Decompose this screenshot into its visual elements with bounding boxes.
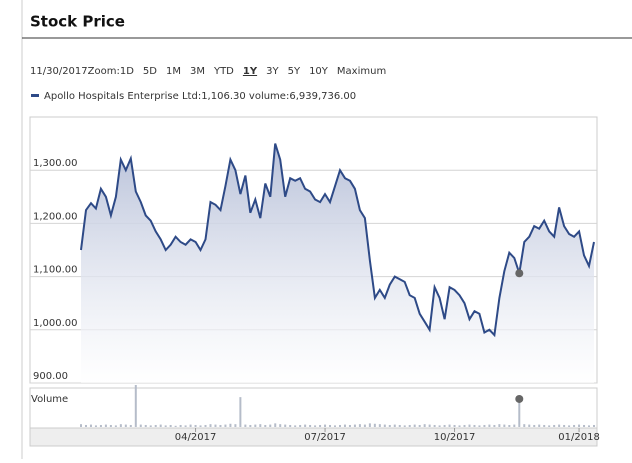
y-tick-label: 1,300.00	[33, 158, 78, 169]
volume-area	[29, 387, 598, 429]
x-axis-bar	[29, 427, 598, 447]
zoom-row: 11/30/2017Zoom:1D 5D 1M 3M YTD 1Y 3Y 5Y 10Y Maxim…	[30, 66, 386, 77]
zoom-option[interactable]: 3M	[190, 66, 205, 77]
legend-price: 1,106.30	[201, 91, 246, 102]
zoom-option[interactable]: YTD	[213, 66, 234, 77]
x-tick-label: 07/2017	[304, 432, 346, 443]
hover-date: 11/30/2017	[30, 66, 88, 77]
price-area	[81, 143, 594, 383]
zoom-label: Zoom:	[88, 66, 120, 77]
y-tick-label: 900.00	[33, 371, 68, 382]
hover-marker	[515, 269, 524, 278]
legend: Apollo Hospitals Enterprise Ltd:1,106.30…	[44, 91, 356, 102]
zoom-option[interactable]: 10Y	[309, 66, 329, 77]
chart-title: Stock Price	[30, 13, 125, 31]
y-tick-label: 1,100.00	[33, 265, 78, 276]
price-line	[80, 143, 595, 338]
zoom-option[interactable]: 1Y	[243, 66, 258, 77]
legend-volume-label: volume:	[249, 91, 289, 102]
zoom-option[interactable]: 5Y	[288, 66, 301, 77]
y-tick-label: 1,200.00	[33, 211, 78, 222]
legend-volume: 6,939,736.00	[289, 91, 356, 102]
volume-title: Volume	[31, 394, 68, 405]
zoom-option[interactable]: 3Y	[266, 66, 279, 77]
y-tick-label: 1,000.00	[33, 318, 78, 329]
legend-swatch	[31, 94, 39, 97]
legend-name: Apollo Hospitals Enterprise Ltd	[44, 91, 198, 102]
zoom-option[interactable]: Maximum	[337, 66, 386, 77]
x-tick-label: 01/2018	[558, 432, 600, 443]
zoom-option[interactable]: 1M	[166, 66, 181, 77]
volume-hover-marker	[515, 394, 524, 403]
x-tick-label: 10/2017	[434, 432, 476, 443]
zoom-option[interactable]: 1D	[120, 66, 134, 77]
x-tick-label: 04/2017	[175, 432, 217, 443]
zoom-option[interactable]: 5D	[143, 66, 157, 77]
